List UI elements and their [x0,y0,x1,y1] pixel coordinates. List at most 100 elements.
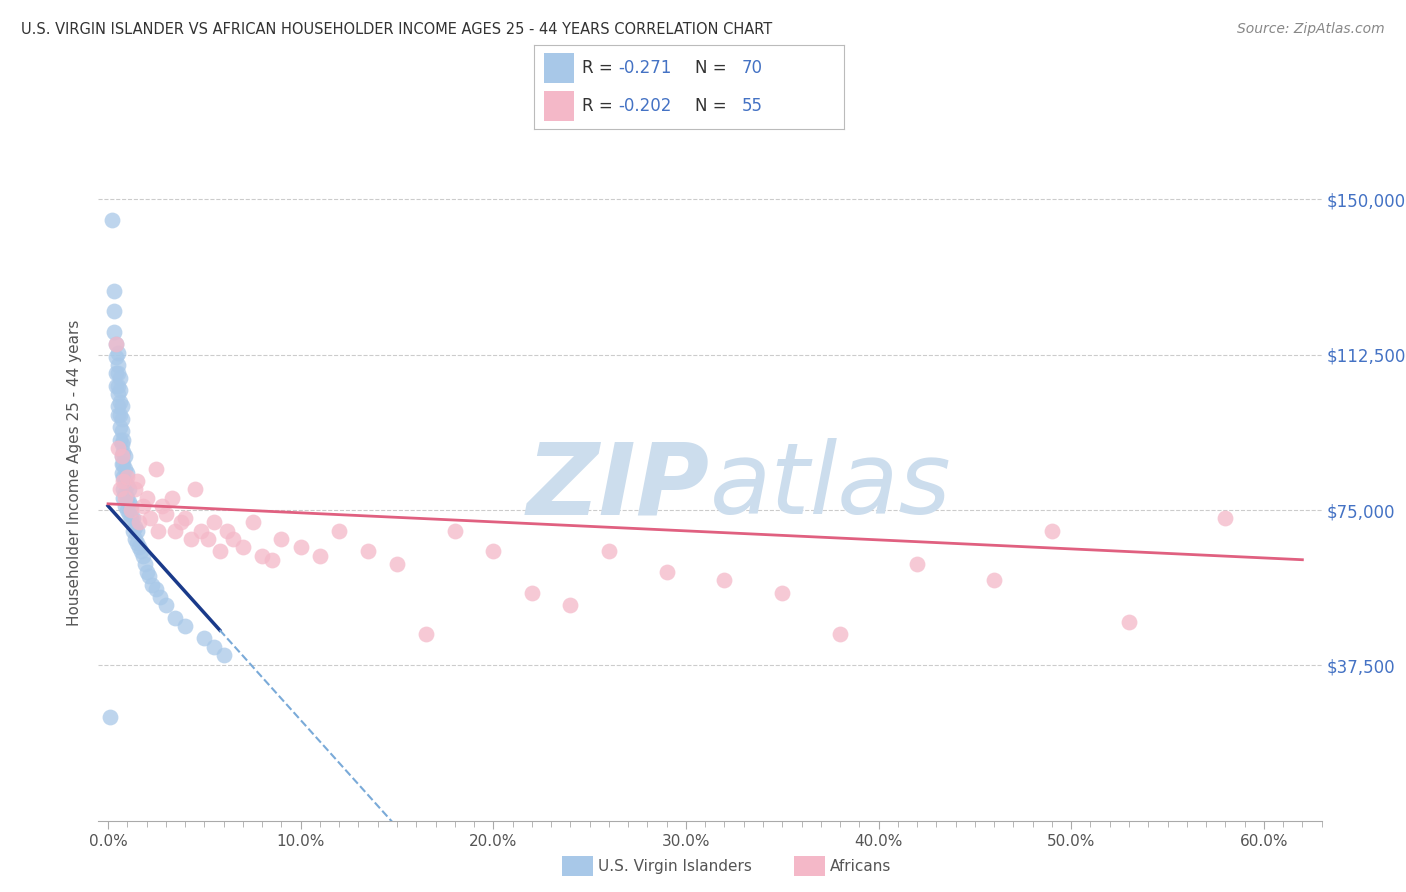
Point [112,483,135,497]
Point [108,408,131,422]
Point [124,532,146,546]
Point [155,599,177,613]
Point [141,577,163,591]
Point [222,532,245,546]
Point [713,574,735,588]
Text: Africans: Africans [830,859,891,873]
Point [202,516,225,530]
Point [217,524,239,538]
Point [122,524,145,538]
Point [110,449,132,463]
Point [108,483,131,497]
Point [135,491,157,505]
Point [170,516,193,530]
Point [128,516,150,530]
Point [112,470,135,484]
Point [138,569,160,583]
Point [118,483,141,497]
Point [107,378,129,392]
Point [108,370,131,384]
Point [104,350,127,364]
Text: -0.271: -0.271 [617,59,671,77]
Point [117,470,139,484]
Point [250,549,273,563]
Point [125,474,148,488]
Point [104,337,127,351]
Text: ZIP: ZIP [527,438,710,535]
Point [155,507,177,521]
Point [482,544,505,558]
Point [174,619,197,633]
Text: 55: 55 [741,97,762,115]
Text: U.S. VIRGIN ISLANDER VS AFRICAN HOUSEHOLDER INCOME AGES 25 - 44 YEARS CORRELATIO: U.S. VIRGIN ISLANDER VS AFRICAN HOUSEHOL… [21,22,772,37]
Point [117,478,139,492]
Point [190,524,212,538]
Point [107,345,129,359]
Point [1213,511,1236,525]
Point [114,486,136,500]
Point [184,483,207,497]
Point [905,557,928,571]
Point [112,474,135,488]
Point [242,516,264,530]
Point [112,433,135,447]
Point [260,552,283,567]
Point [108,395,131,409]
Point [114,449,136,463]
Point [108,433,131,447]
Point [114,499,136,513]
Point [110,400,132,414]
Point [160,491,183,505]
Point [110,412,132,426]
Point [103,304,125,318]
Point [124,519,146,533]
Point [107,400,129,414]
Text: R =: R = [582,59,619,77]
Point [983,574,1005,588]
Point [107,387,129,401]
Point [150,499,173,513]
Text: N =: N = [695,97,733,115]
Point [208,544,231,558]
Point [1040,524,1063,538]
Point [146,524,169,538]
Point [129,544,152,558]
Point [110,466,132,480]
Point [104,337,127,351]
Point [117,466,139,480]
Point [134,557,156,571]
Point [560,599,582,613]
Point [114,491,136,505]
Text: Source: ZipAtlas.com: Source: ZipAtlas.com [1237,22,1385,37]
Point [655,565,678,579]
Point [117,491,139,505]
Point [107,358,129,372]
Point [114,461,136,475]
Point [828,627,851,641]
Point [103,284,125,298]
Point [415,627,437,641]
Point [104,367,127,381]
Point [135,565,157,579]
Point [520,586,543,600]
Point [270,532,292,546]
Text: U.S. Virgin Islanders: U.S. Virgin Islanders [598,859,751,873]
Point [112,458,135,472]
Point [124,483,146,497]
Text: atlas: atlas [710,438,952,535]
Text: 70: 70 [741,59,762,77]
Point [122,511,145,525]
Point [443,524,465,538]
Point [197,532,219,546]
Point [139,511,162,525]
Point [107,367,129,381]
Point [212,648,235,662]
Point [125,536,148,550]
Point [120,503,142,517]
Point [128,541,150,555]
Point [132,549,155,563]
Point [108,420,131,434]
Point [112,491,135,505]
Point [112,445,135,459]
Point [114,474,136,488]
